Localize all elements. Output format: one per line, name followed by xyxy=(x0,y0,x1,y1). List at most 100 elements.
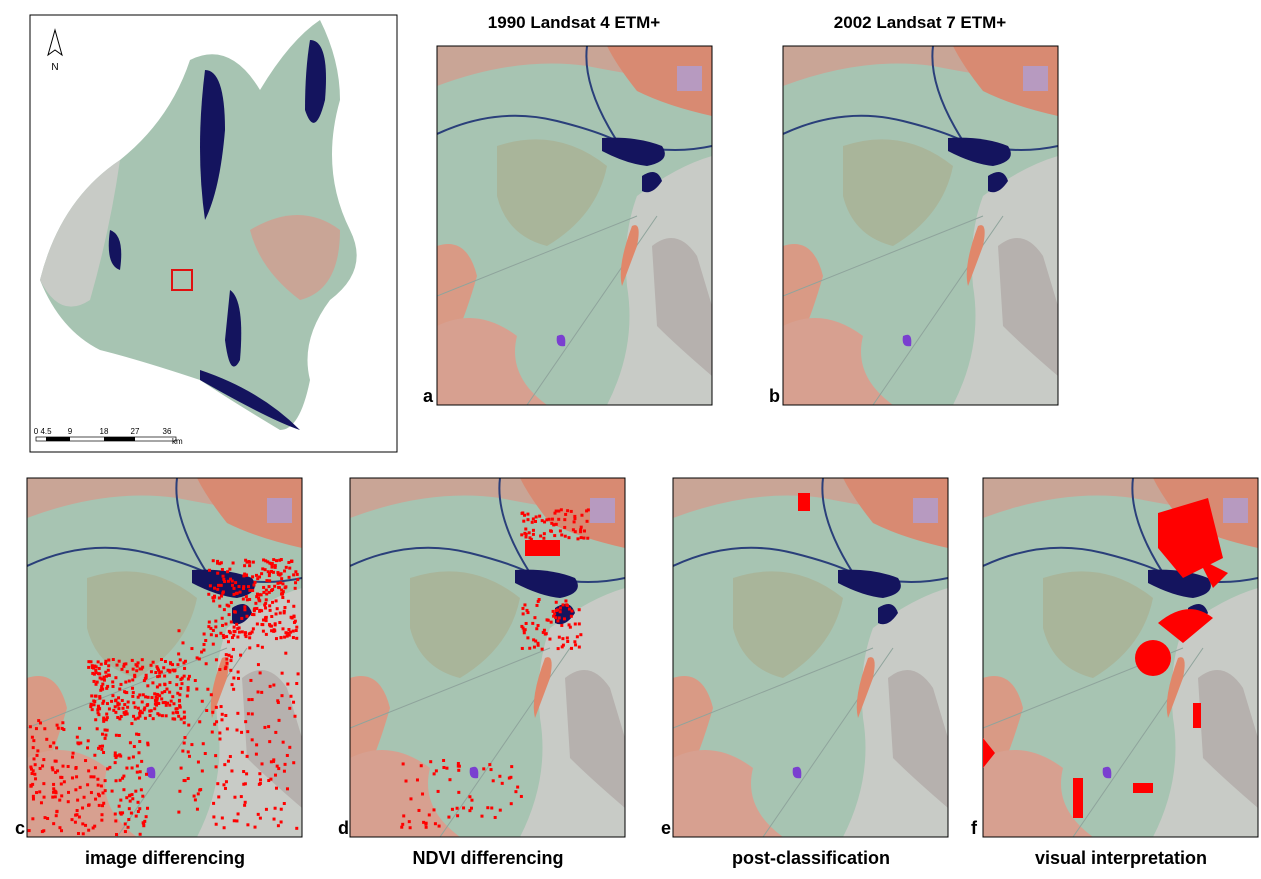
change-pixel xyxy=(67,765,70,768)
change-pixel xyxy=(245,615,248,618)
change-pixel xyxy=(548,638,551,641)
change-pixel xyxy=(29,784,32,787)
change-pixel xyxy=(254,602,257,605)
change-pixel xyxy=(92,775,95,778)
change-pixel xyxy=(557,647,560,650)
change-pixel xyxy=(152,661,155,664)
change-pixel xyxy=(265,619,268,622)
change-pixel xyxy=(115,779,118,782)
change-pixel xyxy=(93,703,96,706)
change-pixel xyxy=(240,617,243,620)
change-pixel xyxy=(247,698,250,701)
change-pixel xyxy=(131,766,134,769)
change-pixel xyxy=(128,680,131,683)
change-pixel xyxy=(217,795,220,798)
change-pixel xyxy=(163,683,166,686)
change-pixel xyxy=(274,622,277,625)
change-pixel xyxy=(142,821,145,824)
change-pixel xyxy=(180,682,183,685)
change-pixel xyxy=(82,832,85,835)
change-pixel xyxy=(246,755,249,758)
satellite-image xyxy=(983,478,1258,837)
change-pixel xyxy=(101,813,104,816)
change-pixel xyxy=(167,669,170,672)
change-pixel xyxy=(252,561,255,564)
change-pixel xyxy=(187,724,190,727)
change-pixel xyxy=(232,561,235,564)
change-pixel xyxy=(457,791,460,794)
change-pixel xyxy=(43,796,46,799)
change-pixel xyxy=(559,529,562,532)
change-pixel xyxy=(238,631,241,634)
change-pixel xyxy=(223,763,226,766)
change-pixel xyxy=(130,722,133,725)
change-pixel xyxy=(251,738,254,741)
change-pixel xyxy=(224,714,227,717)
change-pixel xyxy=(197,761,200,764)
change-pixel xyxy=(543,629,546,632)
change-pixel xyxy=(457,762,460,765)
change-pixel xyxy=(288,567,291,570)
change-pixel xyxy=(263,726,266,729)
change-pixel xyxy=(260,609,263,612)
change-pixel xyxy=(186,694,189,697)
change-pixel xyxy=(510,765,513,768)
change-pixel xyxy=(39,767,42,770)
change-pixel xyxy=(259,782,262,785)
change-pixel xyxy=(139,770,142,773)
change-pixel xyxy=(551,518,554,521)
change-pixel xyxy=(226,727,229,730)
change-pixel xyxy=(235,623,238,626)
change-pixel xyxy=(233,630,236,633)
change-pixel xyxy=(272,758,275,761)
change-pixel xyxy=(521,607,524,610)
change-pixel xyxy=(101,702,104,705)
change-pixel xyxy=(225,780,228,783)
change-pixel xyxy=(237,670,240,673)
change-pixel xyxy=(155,696,158,699)
change-pixel xyxy=(579,633,582,636)
change-pixel xyxy=(231,636,234,639)
change-pixel xyxy=(118,753,121,756)
change-pixel xyxy=(132,715,135,718)
change-pixel xyxy=(271,564,274,567)
change-pixel xyxy=(400,826,403,829)
change-pixel xyxy=(561,637,564,640)
change-pixel xyxy=(533,616,536,619)
change-pixel xyxy=(482,767,485,770)
change-pixel xyxy=(98,804,101,807)
change-pixel xyxy=(246,823,249,826)
change-pixel xyxy=(67,800,70,803)
change-pixel xyxy=(237,812,240,815)
change-pixel xyxy=(556,619,559,622)
change-pixel xyxy=(258,772,261,775)
change-pixel xyxy=(294,570,297,573)
change-pixel xyxy=(442,766,445,769)
change-pixel xyxy=(269,609,272,612)
change-pixel xyxy=(198,657,201,660)
change-pixel xyxy=(251,613,254,616)
change-pixel xyxy=(277,824,280,827)
change-pixel xyxy=(195,688,198,691)
change-pixel xyxy=(576,537,579,540)
change-pixel xyxy=(45,738,48,741)
change-pixel xyxy=(132,701,135,704)
change-pixel xyxy=(286,787,289,790)
change-pixel xyxy=(225,658,228,661)
change-pixel xyxy=(264,606,267,609)
change-pixel xyxy=(79,786,82,789)
change-pixel xyxy=(247,585,250,588)
change-pixel xyxy=(61,721,64,724)
change-pixel xyxy=(32,739,35,742)
change-pixel xyxy=(127,700,130,703)
change-pixel xyxy=(60,776,63,779)
change-pixel xyxy=(146,684,149,687)
change-pixel xyxy=(115,734,118,737)
change-pixel xyxy=(187,777,190,780)
change-pixel xyxy=(151,681,154,684)
change-pixel xyxy=(174,707,177,710)
change-pixel xyxy=(231,580,234,583)
change-pixel xyxy=(61,727,64,730)
change-pixel xyxy=(198,720,201,723)
change-pixel xyxy=(283,770,286,773)
